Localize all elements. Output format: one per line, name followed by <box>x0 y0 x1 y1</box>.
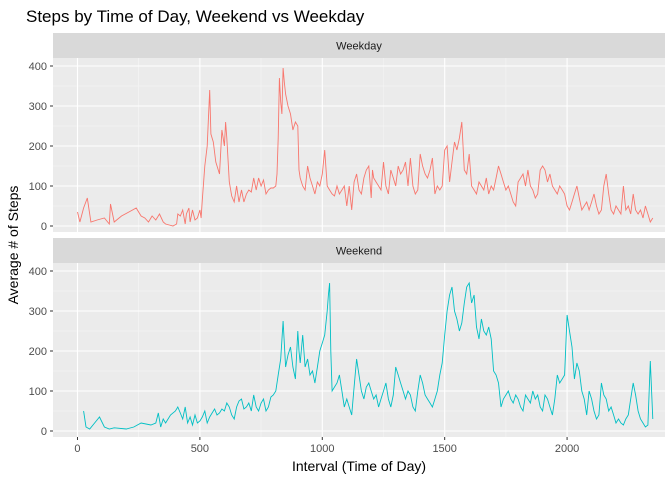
y-tick-label: 200 <box>29 141 47 153</box>
plot-bg-weekend <box>53 263 665 437</box>
y-ticks-weekend: 0 100 200 300 400 <box>29 266 53 438</box>
y-tick-label: 400 <box>29 266 47 278</box>
x-tick-label: 0 <box>74 443 80 455</box>
y-tick-label: 100 <box>29 386 47 398</box>
strip-weekend-label: Weekend <box>336 246 382 258</box>
x-tick-label: 1000 <box>310 443 334 455</box>
x-tick-label: 1500 <box>432 443 456 455</box>
y-tick-label: 200 <box>29 346 47 358</box>
y-tick-label: 300 <box>29 306 47 318</box>
x-tick-label: 500 <box>191 443 209 455</box>
y-tick-label: 0 <box>41 221 47 233</box>
panel-weekend: Weekend 0 100 200 300 400 <box>29 238 665 438</box>
grid-weekday <box>53 58 665 232</box>
panel-weekday: Weekday 0 100 200 300 400 <box>29 33 665 233</box>
strip-weekday-bg <box>53 33 665 58</box>
x-tick-label: 2000 <box>555 443 579 455</box>
y-ticks-weekday: 0 100 200 300 400 <box>29 61 53 233</box>
strip-weekend-bg <box>53 238 665 263</box>
x-axis-title: Interval (Time of Day) <box>292 458 426 474</box>
y-axis-title: Average # of Steps <box>5 186 21 305</box>
weekend-series-line <box>83 281 654 430</box>
grid-weekend <box>53 263 665 437</box>
plot-bg-weekday <box>53 58 665 232</box>
chart-title: Steps by Time of Day, Weekend vs Weekday <box>26 7 365 26</box>
y-tick-label: 400 <box>29 61 47 73</box>
strip-weekday-label: Weekday <box>336 41 382 53</box>
y-tick-label: 0 <box>41 426 47 438</box>
weekday-series-line <box>77 67 654 227</box>
y-tick-label: 100 <box>29 181 47 193</box>
x-axis-ticks: 0 500 1000 1500 2000 <box>74 437 579 455</box>
y-tick-label: 300 <box>29 101 47 113</box>
